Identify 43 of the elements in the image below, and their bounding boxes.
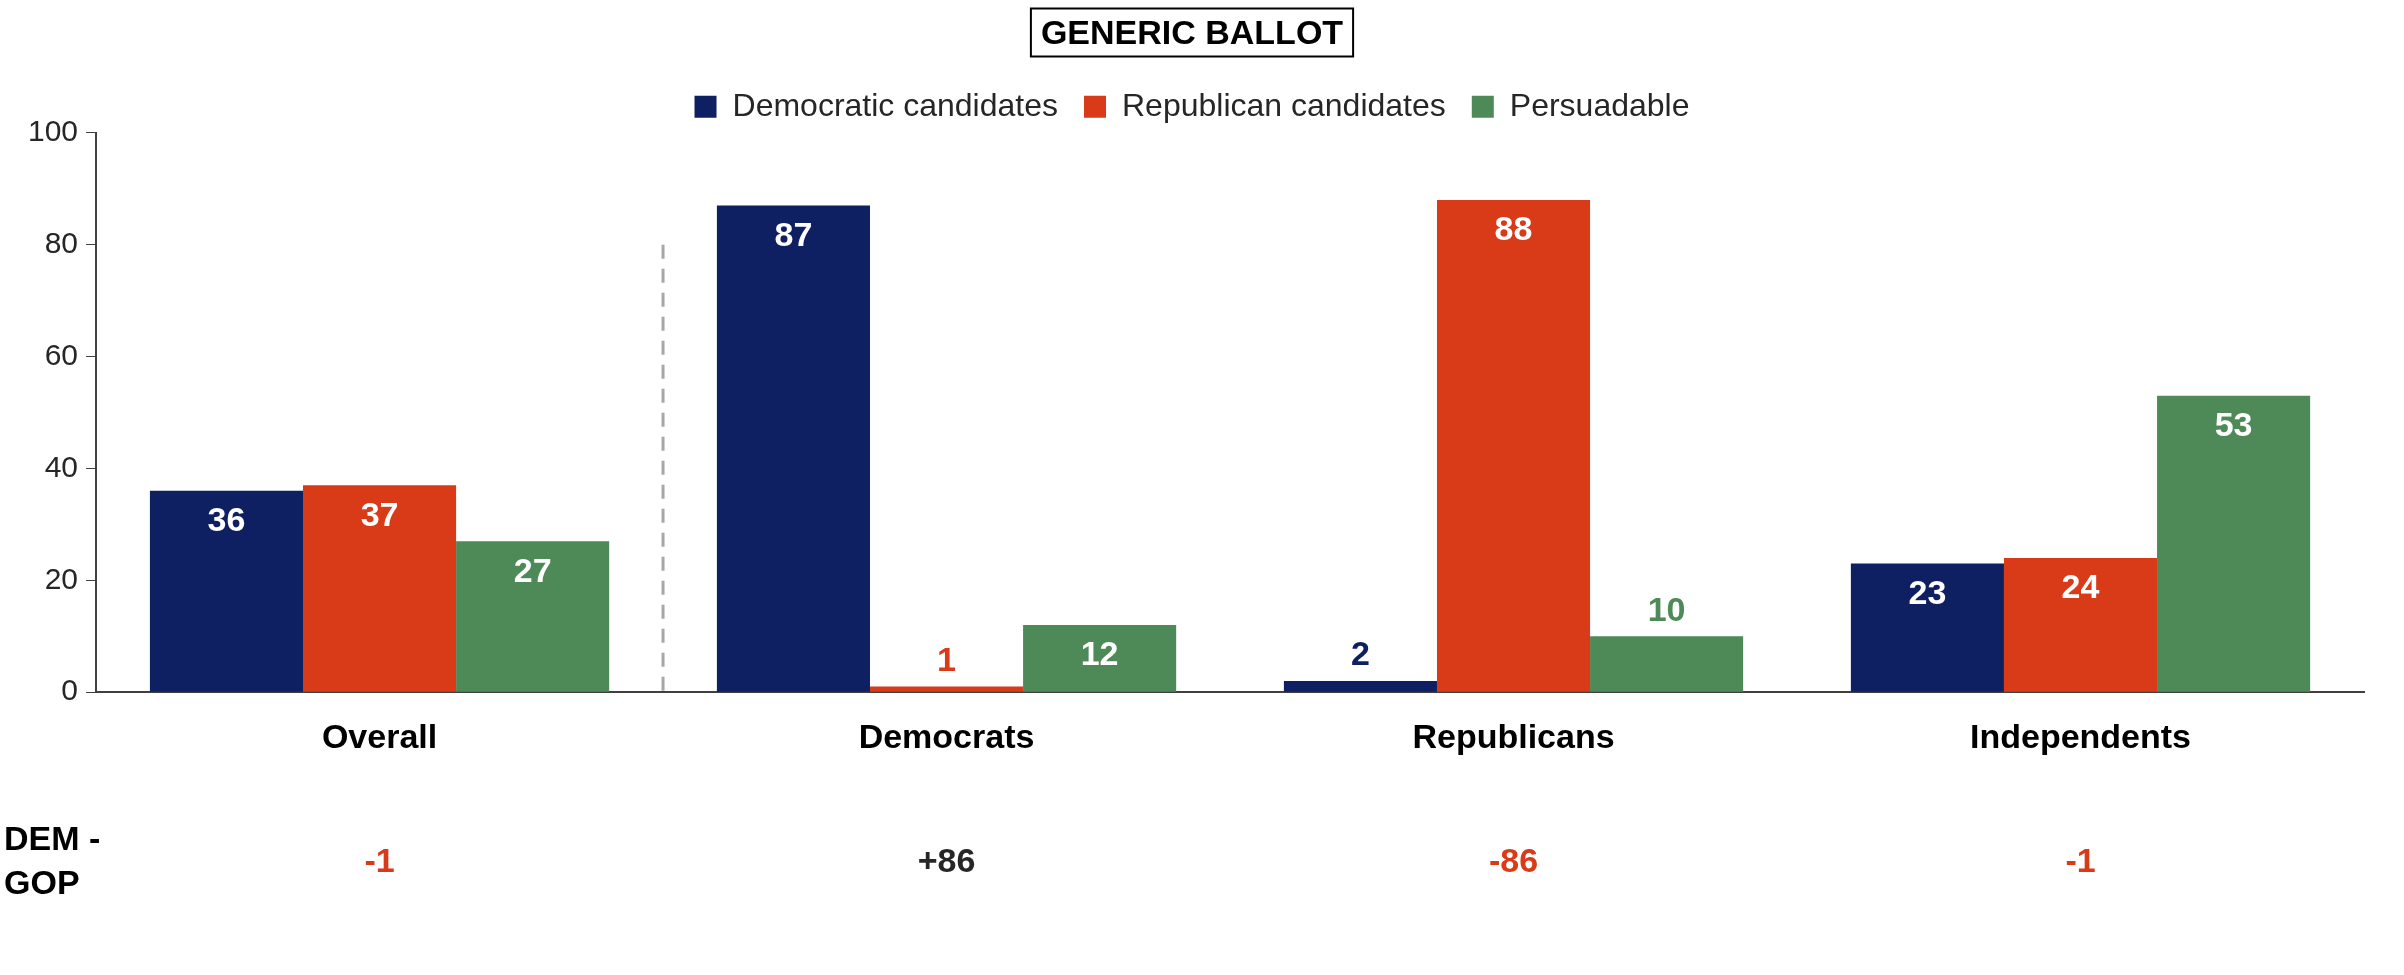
data-label: 12 bbox=[1080, 634, 1119, 673]
text: -86 bbox=[1488, 840, 1539, 879]
data-label: 36 bbox=[207, 500, 246, 539]
legend-label: Democratic candidates bbox=[732, 86, 1059, 123]
data-label: 37 bbox=[360, 494, 399, 533]
data-label: 23 bbox=[1908, 572, 1947, 611]
y-tick-label: 80 bbox=[44, 225, 79, 259]
x-tick-label: Overall bbox=[321, 716, 438, 755]
text: -1 bbox=[2065, 840, 2096, 879]
legend-label: Persuadable bbox=[1509, 86, 1690, 123]
data-label: 53 bbox=[2214, 405, 2253, 444]
bar bbox=[1023, 625, 1177, 692]
bar bbox=[1283, 681, 1437, 692]
bar bbox=[2157, 395, 2311, 692]
text: +86 bbox=[917, 840, 976, 879]
legend-label: Republican candidates bbox=[1122, 86, 1446, 123]
bar bbox=[2003, 557, 2158, 692]
bar bbox=[1436, 199, 1591, 692]
text: DEM - GOP bbox=[4, 818, 101, 901]
data-label: 24 bbox=[2061, 567, 2100, 606]
x-tick-label: Republicans bbox=[1412, 716, 1615, 755]
bar bbox=[1590, 636, 1744, 692]
bar bbox=[149, 490, 303, 692]
bar bbox=[869, 686, 1024, 692]
data-label: 2 bbox=[1350, 634, 1370, 673]
y-tick-label: 40 bbox=[44, 449, 79, 483]
bar bbox=[303, 485, 457, 692]
bar bbox=[1850, 563, 2004, 692]
y-tick-label: 0 bbox=[61, 673, 79, 707]
chart-title: GENERIC BALLOT bbox=[1040, 12, 1344, 51]
bar bbox=[456, 541, 610, 692]
y-tick-label: 60 bbox=[44, 337, 79, 371]
y-tick-label: 100 bbox=[27, 114, 79, 148]
y-tick-label: 20 bbox=[44, 561, 79, 595]
data-label: 88 bbox=[1494, 209, 1533, 248]
bar bbox=[716, 205, 870, 692]
data-label: 27 bbox=[513, 550, 552, 589]
data-label: 1 bbox=[937, 639, 956, 678]
x-tick-label: Democrats bbox=[858, 716, 1035, 755]
data-label: 10 bbox=[1647, 589, 1686, 628]
x-tick-label: Independents bbox=[1969, 716, 2192, 755]
data-label: 87 bbox=[774, 214, 813, 253]
text: -1 bbox=[364, 840, 395, 879]
